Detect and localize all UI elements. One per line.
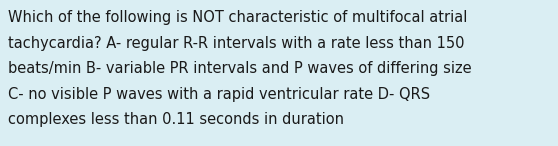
Text: beats/min B- variable PR intervals and P waves of differing size: beats/min B- variable PR intervals and P… [8, 61, 472, 76]
Text: complexes less than 0.11 seconds in duration: complexes less than 0.11 seconds in dura… [8, 112, 344, 127]
Text: tachycardia? A- regular R-R intervals with a rate less than 150: tachycardia? A- regular R-R intervals wi… [8, 36, 465, 51]
Text: C- no visible P waves with a rapid ventricular rate D- QRS: C- no visible P waves with a rapid ventr… [8, 87, 430, 102]
Text: Which of the following is NOT characteristic of multifocal atrial: Which of the following is NOT characteri… [8, 10, 468, 25]
